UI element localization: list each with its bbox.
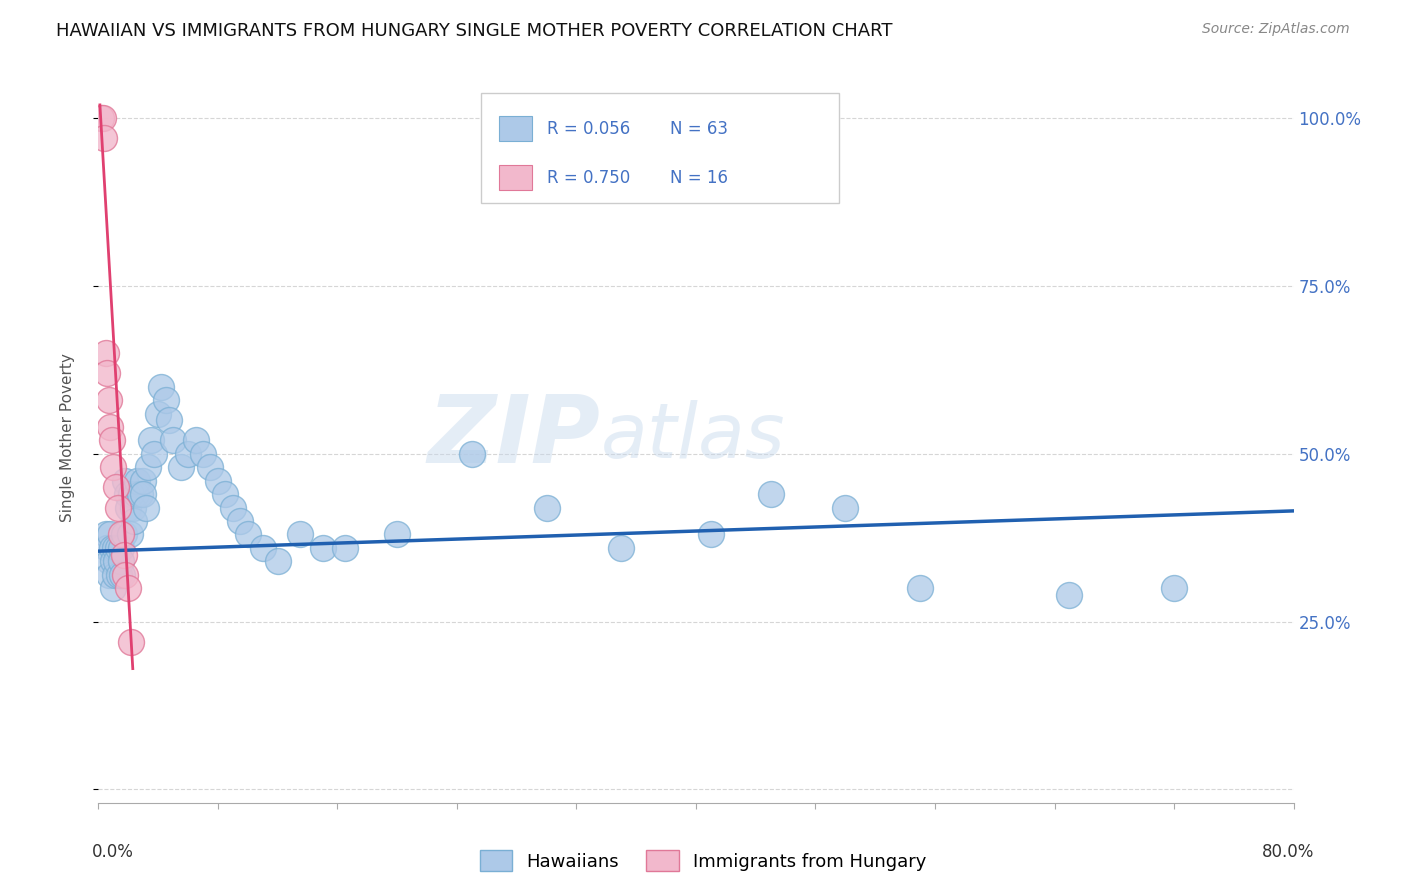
FancyBboxPatch shape xyxy=(481,94,839,203)
Text: HAWAIIAN VS IMMIGRANTS FROM HUNGARY SINGLE MOTHER POVERTY CORRELATION CHART: HAWAIIAN VS IMMIGRANTS FROM HUNGARY SING… xyxy=(56,22,893,40)
Point xyxy=(536,500,558,515)
Point xyxy=(101,434,124,448)
Point xyxy=(120,634,142,648)
Point xyxy=(191,447,214,461)
Point xyxy=(94,527,117,541)
Point xyxy=(108,567,131,582)
Point xyxy=(94,346,117,360)
Point xyxy=(1059,588,1081,602)
Point xyxy=(129,487,152,501)
FancyBboxPatch shape xyxy=(499,165,533,190)
Point xyxy=(117,500,139,515)
Point xyxy=(222,500,245,515)
Point xyxy=(96,541,118,555)
Point xyxy=(385,527,409,541)
Point xyxy=(114,567,136,582)
Point xyxy=(136,460,159,475)
Text: R = 0.750: R = 0.750 xyxy=(547,169,630,186)
Point xyxy=(90,112,112,126)
Point xyxy=(1163,581,1185,595)
Point xyxy=(110,554,132,568)
Point xyxy=(229,514,252,528)
Point xyxy=(124,514,146,528)
Point xyxy=(98,527,122,541)
Point xyxy=(118,527,141,541)
Point xyxy=(93,131,115,145)
Point xyxy=(267,554,290,568)
Point xyxy=(155,393,177,408)
Text: 0.0%: 0.0% xyxy=(91,843,134,861)
Point xyxy=(834,500,856,515)
Point xyxy=(150,380,173,394)
Point xyxy=(177,447,200,461)
Point xyxy=(200,460,222,475)
Point xyxy=(112,548,135,562)
Point xyxy=(162,434,184,448)
FancyBboxPatch shape xyxy=(499,116,533,141)
Point xyxy=(333,541,356,555)
Point xyxy=(103,554,125,568)
Point xyxy=(120,487,142,501)
Text: Source: ZipAtlas.com: Source: ZipAtlas.com xyxy=(1202,22,1350,37)
Point xyxy=(236,527,259,541)
Legend: Hawaiians, Immigrants from Hungary: Hawaiians, Immigrants from Hungary xyxy=(472,843,934,879)
Point xyxy=(91,112,114,126)
Text: ZIP: ZIP xyxy=(427,391,600,483)
Point xyxy=(107,541,129,555)
Point xyxy=(103,581,125,595)
Text: atlas: atlas xyxy=(600,401,785,474)
Point xyxy=(125,487,148,501)
Point xyxy=(132,487,155,501)
Point xyxy=(252,541,274,555)
Point xyxy=(214,487,236,501)
Point xyxy=(97,393,120,408)
Point xyxy=(184,434,207,448)
Point xyxy=(110,527,132,541)
Point xyxy=(112,527,135,541)
Point xyxy=(135,500,157,515)
Point xyxy=(148,407,170,421)
Point xyxy=(127,474,149,488)
Point xyxy=(700,527,723,541)
Point xyxy=(103,460,125,475)
Point xyxy=(107,500,129,515)
Point xyxy=(157,413,180,427)
Point xyxy=(105,554,128,568)
Point xyxy=(908,581,931,595)
Point xyxy=(207,474,229,488)
Point xyxy=(101,541,124,555)
Point xyxy=(288,527,311,541)
Point xyxy=(115,487,138,501)
Text: R = 0.056: R = 0.056 xyxy=(547,120,630,137)
Point xyxy=(97,554,120,568)
Point xyxy=(169,460,191,475)
Point xyxy=(117,581,139,595)
Text: N = 63: N = 63 xyxy=(669,120,728,137)
Point xyxy=(311,541,333,555)
Point xyxy=(104,567,127,582)
Point xyxy=(132,474,155,488)
Y-axis label: Single Mother Poverty: Single Mother Poverty xyxy=(60,352,75,522)
Point xyxy=(98,420,122,434)
Text: 80.0%: 80.0% xyxy=(1263,843,1315,861)
Point xyxy=(114,474,136,488)
Point xyxy=(461,447,484,461)
Text: N = 16: N = 16 xyxy=(669,169,728,186)
Point xyxy=(111,567,134,582)
Point xyxy=(96,367,118,381)
Point xyxy=(110,541,132,555)
Point xyxy=(142,447,165,461)
Point xyxy=(105,480,128,494)
Point xyxy=(121,500,143,515)
Point xyxy=(104,541,127,555)
Point xyxy=(97,567,120,582)
Point xyxy=(610,541,633,555)
Point xyxy=(759,487,782,501)
Point xyxy=(139,434,162,448)
